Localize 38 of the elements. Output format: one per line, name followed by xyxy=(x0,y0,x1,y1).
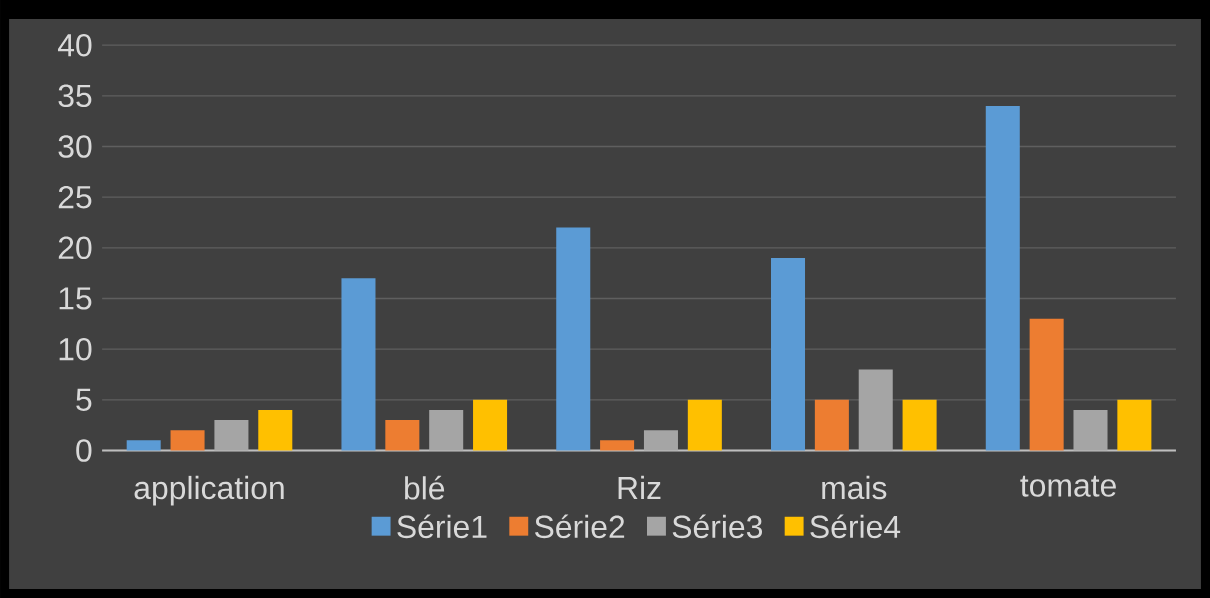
legend-label: Série3 xyxy=(672,514,763,539)
legend-label: Série1 xyxy=(397,514,487,539)
y-tick-label: 0 xyxy=(76,439,92,462)
y-tick-label: 15 xyxy=(59,287,92,310)
bar xyxy=(858,369,893,451)
legend-label: Série2 xyxy=(535,514,625,539)
y-tick-label: 30 xyxy=(58,135,92,158)
bar xyxy=(556,227,591,451)
bar xyxy=(170,430,205,451)
bar xyxy=(473,399,508,451)
bar xyxy=(771,257,806,451)
bar xyxy=(126,440,161,451)
x-tick-label: Riz xyxy=(618,475,661,499)
bar xyxy=(429,409,464,451)
bar xyxy=(643,430,678,451)
x-tick-label: blé xyxy=(405,475,445,500)
bar xyxy=(902,399,937,451)
bar xyxy=(600,440,635,451)
y-tick-label: 35 xyxy=(58,84,92,108)
bar xyxy=(985,105,1020,451)
bar xyxy=(1029,318,1064,451)
x-tick-label: mais xyxy=(822,475,887,500)
bar xyxy=(1073,409,1108,451)
bar xyxy=(687,399,722,451)
y-tick-label: 5 xyxy=(76,388,92,411)
bar xyxy=(385,420,420,451)
y-tick-label: 25 xyxy=(58,185,92,209)
y-tick-label: 40 xyxy=(57,33,92,57)
legend-label: Série4 xyxy=(810,514,901,539)
x-tick-label: application xyxy=(134,475,284,506)
x-tick-label: tomate xyxy=(1020,475,1116,497)
y-tick-label: 10 xyxy=(59,337,92,361)
bar xyxy=(341,278,376,451)
bar xyxy=(214,420,249,451)
bar xyxy=(1117,399,1152,451)
bar xyxy=(258,409,293,451)
y-tick-label: 20 xyxy=(58,236,92,260)
bar xyxy=(814,399,849,451)
